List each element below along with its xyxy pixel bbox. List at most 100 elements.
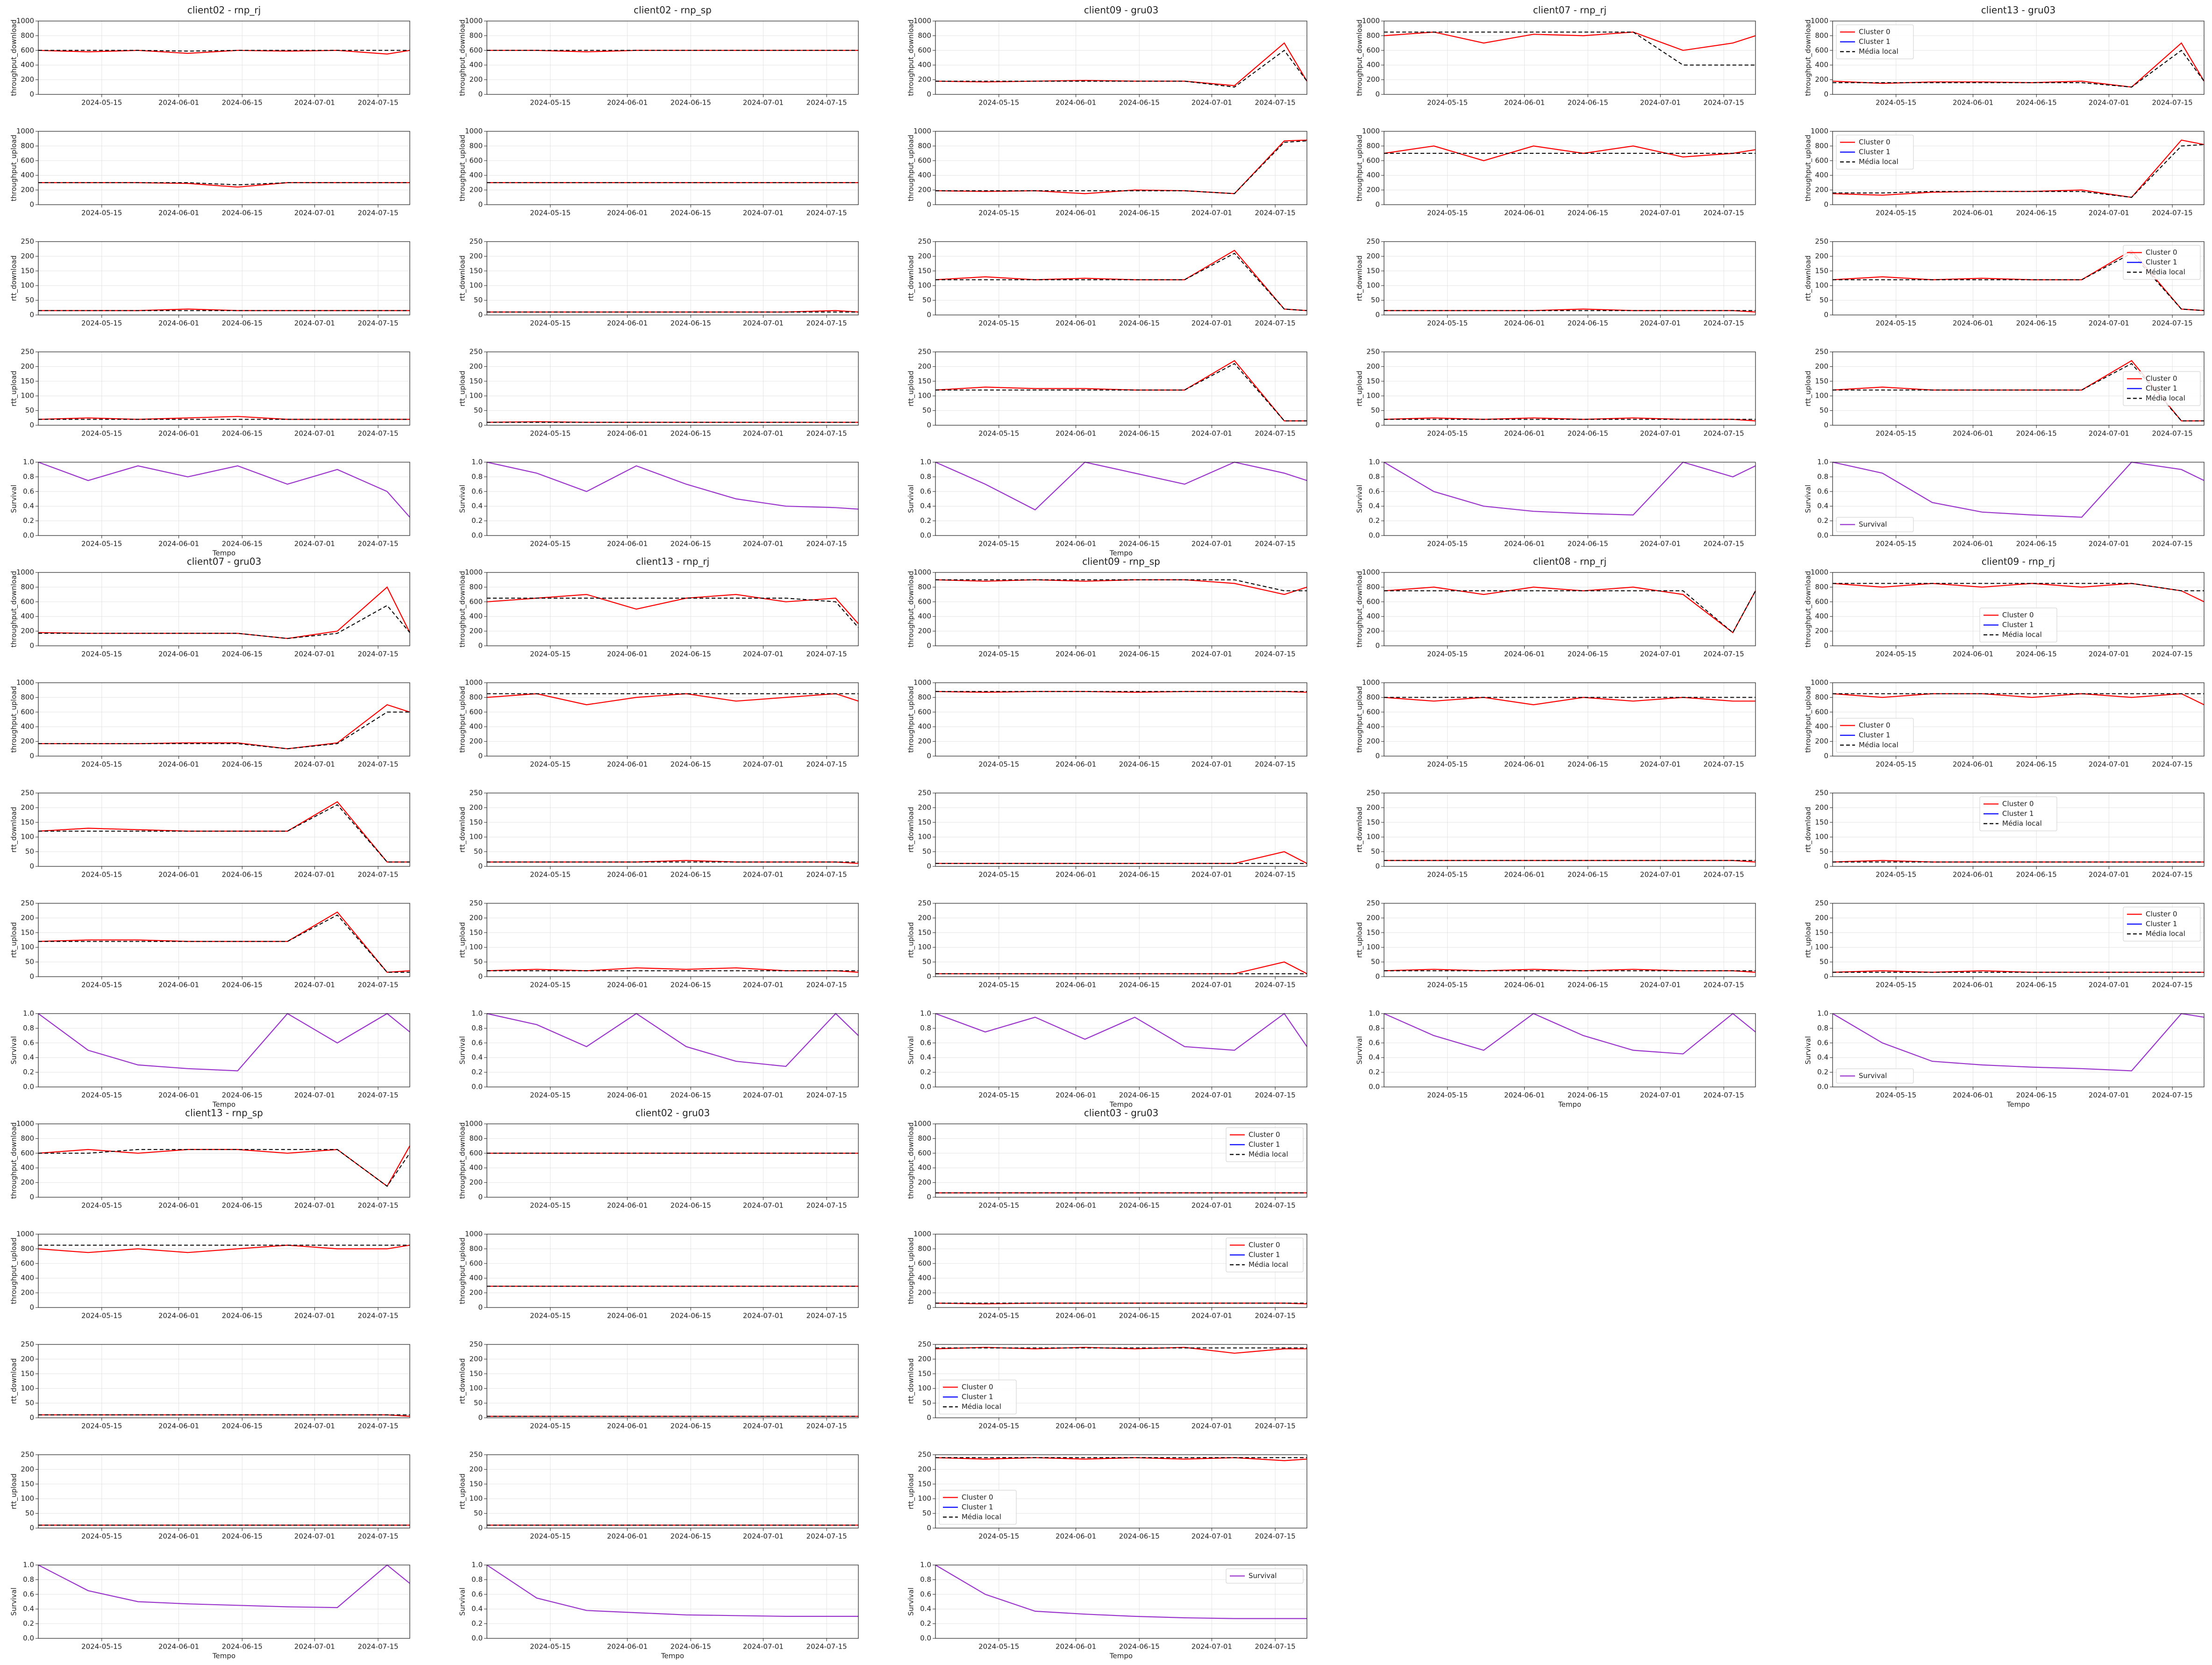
y-tick-label: 0 <box>1375 311 1380 319</box>
y-tick-label: 0.2 <box>920 1619 931 1628</box>
plot-area <box>38 1234 410 1308</box>
plot-area <box>487 1234 858 1308</box>
subplot: 0.0 0.2 0.4 0.6 0.8 1.0 2024-05-15 2024-06-01 20… <box>458 1561 859 1660</box>
y-tick-label: 800 <box>1815 583 1828 591</box>
y-tick-label: 0 <box>29 752 34 760</box>
x-tick-label: 2024-05-15 <box>1876 1091 1916 1100</box>
y-axis-label: throughput_upload <box>10 686 19 752</box>
x-tick-label: 2024-06-15 <box>671 209 711 217</box>
x-tick-label: 2024-07-01 <box>2089 760 2129 769</box>
subplot: 0.0 0.2 0.4 0.6 0.8 1.0 2024-05-15 2024-06-01 20… <box>10 458 410 557</box>
x-axis-label: Tempo <box>661 1652 684 1660</box>
y-tick-label: 0.4 <box>920 1053 931 1062</box>
y-tick-label: 0 <box>927 1414 931 1422</box>
series-line <box>1832 860 2204 863</box>
x-tick-label: 2024-06-15 <box>222 1201 263 1210</box>
y-tick-label: 100 <box>918 281 931 290</box>
subplot: 0 50 100 150 200 250 2024-05-15 2024-06-01 2024-… <box>10 899 410 989</box>
y-tick-label: 200 <box>1366 75 1380 84</box>
y-tick-label: 200 <box>469 1465 483 1473</box>
y-tick-label: 400 <box>469 1164 483 1172</box>
legend-label: Cluster 0 <box>1249 1130 1280 1139</box>
axes-frame <box>1384 462 1756 536</box>
y-tick-label: 400 <box>1366 171 1380 179</box>
axes-frame <box>935 1565 1307 1639</box>
y-tick-label: 150 <box>1815 377 1828 385</box>
x-tick-label: 2024-06-01 <box>158 1312 199 1320</box>
plot-area <box>487 903 858 977</box>
subplot: 0 200 400 600 800 1000 2024-05-15 2024-06-01 202… <box>458 679 859 769</box>
subplot: 0 50 100 150 200 250 2024-05-15 2024-06-01 2024-… <box>907 348 1307 438</box>
y-tick-label: 1000 <box>465 1230 483 1238</box>
plot-area <box>1384 572 1755 646</box>
axes-frame <box>1384 903 1756 977</box>
y-tick-label: 200 <box>918 1355 931 1363</box>
y-tick-label: 800 <box>918 1244 931 1253</box>
plot-area <box>38 1565 410 1638</box>
y-tick-label: 0 <box>1824 862 1828 871</box>
series-line <box>486 693 859 706</box>
y-tick-label: 50 <box>25 296 34 304</box>
y-tick-label: 0 <box>1375 862 1380 871</box>
x-tick-label: 2024-06-15 <box>1119 429 1160 438</box>
y-tick-label: 100 <box>469 392 483 400</box>
y-axis-label: throughput_upload <box>10 1237 19 1304</box>
y-tick-label: 800 <box>1815 142 1828 150</box>
x-tick-label: 2024-07-15 <box>358 981 399 989</box>
y-tick-label: 100 <box>918 392 931 400</box>
axes-frame <box>486 462 859 536</box>
y-tick-label: 800 <box>918 1134 931 1143</box>
y-tick-label: 200 <box>21 186 34 194</box>
x-tick-label: 2024-06-15 <box>1119 1422 1160 1430</box>
series-line <box>486 967 859 973</box>
y-axis-label: rtt_download <box>1356 256 1364 301</box>
y-tick-label: 150 <box>469 377 483 385</box>
series-line <box>487 310 859 313</box>
y-tick-label: 200 <box>1815 737 1828 745</box>
plot-area <box>38 242 410 315</box>
legend-label: Média local <box>1249 1150 1288 1158</box>
x-tick-label: 2024-06-15 <box>1119 1312 1160 1320</box>
series-line <box>935 360 1307 422</box>
y-tick-label: 200 <box>918 627 931 635</box>
y-tick-label: 800 <box>21 693 34 701</box>
y-tick-label: 1000 <box>465 1120 483 1128</box>
x-tick-label: 2024-07-01 <box>1192 760 1232 769</box>
subplot: 0 200 400 600 800 1000 2024-05-15 2024-06-01 202… <box>458 1230 859 1320</box>
series-line <box>1833 50 2205 88</box>
x-tick-label: 2024-07-01 <box>743 1532 784 1541</box>
y-tick-label: 0 <box>927 1303 931 1312</box>
x-tick-label: 2024-07-15 <box>1704 981 1744 989</box>
y-tick-label: 100 <box>1366 943 1380 951</box>
y-axis-label: throughput_upload <box>1804 686 1813 752</box>
y-tick-label: 250 <box>918 237 931 246</box>
x-tick-label: 2024-07-01 <box>1192 1643 1232 1651</box>
y-tick-label: 0.6 <box>23 1038 34 1047</box>
legend-box <box>2123 907 2201 942</box>
subplot: 0 200 400 600 800 1000 2024-05-15 2024-06-01 202… <box>907 1230 1307 1320</box>
y-tick-label: 0 <box>29 972 34 981</box>
plot-area <box>935 683 1307 756</box>
y-tick-label: 800 <box>469 142 483 150</box>
y-axis-label: Survival <box>458 485 467 513</box>
axes-frame <box>38 572 410 646</box>
y-tick-label: 0.6 <box>920 1038 931 1047</box>
x-tick-label: 2024-06-15 <box>2016 650 2057 658</box>
y-tick-label: 250 <box>1815 899 1828 908</box>
y-tick-label: 200 <box>21 1178 34 1186</box>
x-tick-label: 2024-07-01 <box>743 209 784 217</box>
y-tick-label: 1.0 <box>1369 458 1380 466</box>
x-tick-label: 2024-06-01 <box>158 1091 199 1100</box>
x-tick-label: 2024-07-15 <box>2152 99 2193 107</box>
y-tick-label: 800 <box>469 1244 483 1253</box>
x-tick-label: 2024-06-15 <box>222 319 263 328</box>
y-tick-label: 0 <box>1375 421 1380 429</box>
axes-frame <box>1832 903 2205 977</box>
plot-area <box>38 1455 410 1528</box>
x-tick-label: 2024-07-01 <box>1640 650 1681 658</box>
y-tick-label: 800 <box>1366 142 1380 150</box>
x-tick-label: 2024-05-15 <box>81 429 122 438</box>
x-tick-label: 2024-06-01 <box>1056 1091 1096 1100</box>
y-tick-label: 400 <box>918 1164 931 1172</box>
y-axis-label: rtt_upload <box>10 1473 19 1509</box>
